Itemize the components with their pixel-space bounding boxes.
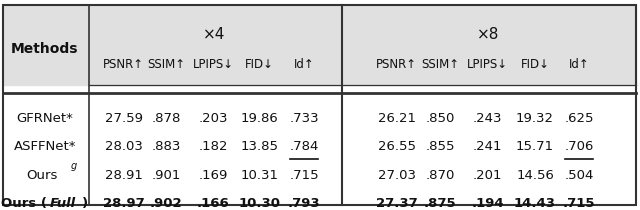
Text: ×8: ×8 (477, 27, 499, 42)
Bar (3, 5, 636, 85)
Text: Methods: Methods (11, 42, 79, 56)
Text: LPIPS↓: LPIPS↓ (467, 58, 508, 71)
Text: FID↓: FID↓ (520, 58, 550, 71)
Text: .878: .878 (152, 112, 181, 125)
Text: 10.30: 10.30 (238, 197, 280, 210)
Text: .883: .883 (152, 140, 181, 154)
Text: LPIPS↓: LPIPS↓ (193, 58, 234, 71)
Text: .855: .855 (426, 140, 455, 154)
Text: 26.21: 26.21 (378, 112, 416, 125)
Text: FID↓: FID↓ (244, 58, 274, 71)
Text: 19.86: 19.86 (241, 112, 278, 125)
Text: PSNR↑: PSNR↑ (103, 58, 144, 71)
Text: 15.71: 15.71 (516, 140, 554, 154)
Text: 27.59: 27.59 (104, 112, 143, 125)
Text: 26.55: 26.55 (378, 140, 416, 154)
Text: .901: .901 (152, 169, 181, 182)
Text: 14.43: 14.43 (514, 197, 556, 210)
Text: 27.37: 27.37 (376, 197, 418, 210)
Text: .733: .733 (289, 112, 319, 125)
Text: .793: .793 (288, 197, 320, 210)
Text: SSIM↑: SSIM↑ (147, 58, 186, 71)
Text: 10.31: 10.31 (240, 169, 278, 182)
Text: Ours: Ours (26, 169, 58, 182)
Text: ASFFNet*: ASFFNet* (13, 140, 76, 154)
Text: .715: .715 (289, 169, 319, 182)
Text: .241: .241 (473, 140, 502, 154)
Bar (3, 93, 636, 205)
Text: ): ) (82, 197, 88, 210)
Text: .875: .875 (424, 197, 456, 210)
Text: 28.91: 28.91 (104, 169, 143, 182)
Text: .169: .169 (198, 169, 228, 182)
Text: Ours (: Ours ( (1, 197, 47, 210)
Text: .715: .715 (563, 197, 595, 210)
Text: 28.97: 28.97 (102, 197, 145, 210)
Text: .625: .625 (564, 112, 594, 125)
Text: .850: .850 (426, 112, 455, 125)
Text: 14.56: 14.56 (516, 169, 554, 182)
Text: .902: .902 (150, 197, 182, 210)
Text: .203: .203 (198, 112, 228, 125)
Text: 28.03: 28.03 (104, 140, 143, 154)
Text: SSIM↑: SSIM↑ (421, 58, 460, 71)
Text: ×4: ×4 (203, 27, 225, 42)
Text: 27.03: 27.03 (378, 169, 416, 182)
Text: .870: .870 (426, 169, 455, 182)
Text: .706: .706 (564, 140, 594, 154)
Text: Id↑: Id↑ (294, 58, 314, 71)
Text: Id↑: Id↑ (569, 58, 589, 71)
Text: .194: .194 (472, 197, 504, 210)
Text: .504: .504 (564, 169, 594, 182)
Text: .182: .182 (198, 140, 228, 154)
Text: PSNR↑: PSNR↑ (376, 58, 417, 71)
Text: 13.85: 13.85 (240, 140, 278, 154)
Text: 19.32: 19.32 (516, 112, 554, 125)
Text: .243: .243 (473, 112, 502, 125)
Text: .201: .201 (473, 169, 502, 182)
Text: GFRNet*: GFRNet* (17, 112, 73, 125)
Text: .166: .166 (196, 197, 230, 210)
Text: .784: .784 (289, 140, 319, 154)
Text: Full: Full (50, 197, 76, 210)
Text: g: g (71, 161, 77, 171)
